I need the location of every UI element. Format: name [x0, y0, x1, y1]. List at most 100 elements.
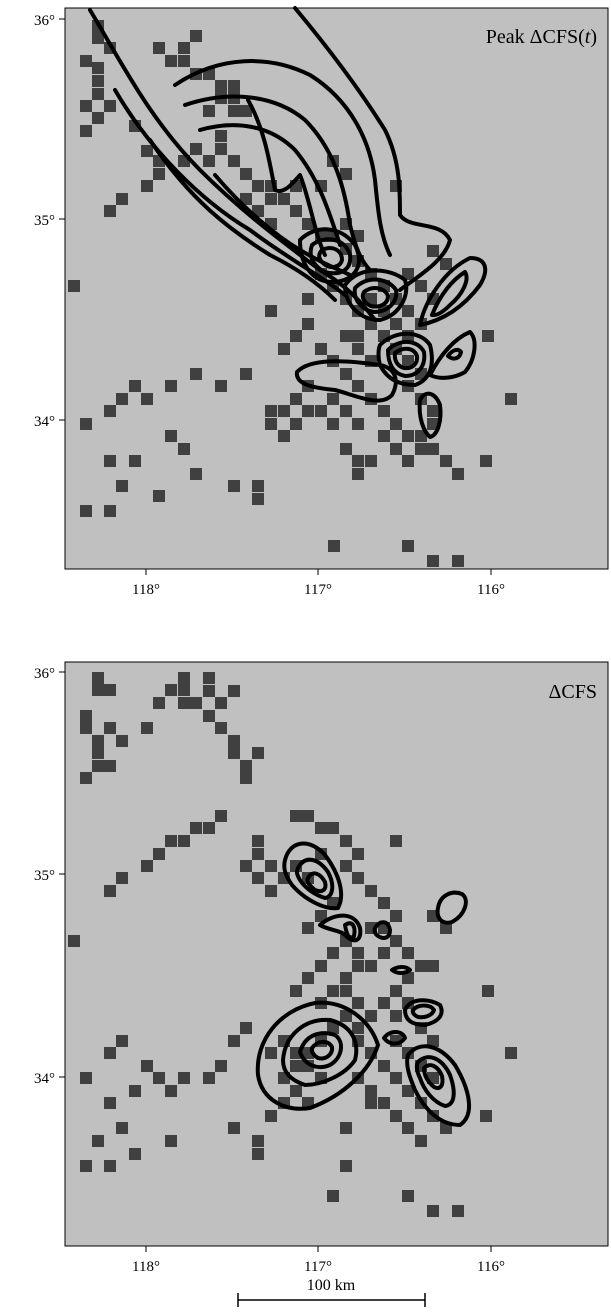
top-seismicity-cell — [265, 305, 277, 317]
bottom-seismicity-cell — [302, 810, 314, 822]
bottom-seismicity-cell — [178, 672, 190, 684]
bottom-seismicity-cell — [116, 1122, 128, 1134]
bottom-seismicity-cell — [340, 1160, 352, 1172]
bottom-seismicity-cell — [327, 985, 339, 997]
scale-bar-label: 100 km — [307, 1277, 356, 1294]
top-seismicity-cell — [129, 380, 141, 392]
bottom-seismicity-cell — [104, 722, 116, 734]
top-seismicity-cell — [328, 540, 340, 552]
top-contour-line — [386, 340, 427, 378]
bottom-seismicity-cell — [240, 760, 252, 772]
top-seismicity-cell — [340, 443, 352, 455]
top-seismicity-cell — [302, 318, 314, 330]
top-seismicity-cell — [178, 42, 190, 54]
bottom-seismicity-cell — [165, 835, 177, 847]
top-x-tick-labels: 118° 117° 116° — [132, 582, 505, 598]
top-seismicity-cell — [340, 368, 352, 380]
top-x-tick-label: 117° — [304, 582, 332, 598]
bottom-seismicity-cell — [252, 747, 264, 759]
top-seismicity-cell — [215, 143, 227, 155]
bottom-seismicity-cells — [68, 672, 517, 1217]
bottom-seismicity-cell — [68, 935, 80, 947]
top-seismicity-cell — [80, 125, 92, 137]
bottom-seismicity-cell — [228, 735, 240, 747]
bottom-contour-line — [414, 1055, 456, 1108]
top-seismicity-cell — [415, 443, 427, 455]
bottom-seismicity-cell — [165, 1085, 177, 1097]
bottom-seismicity-cell — [440, 922, 452, 934]
bottom-x-tick-label: 117° — [304, 1259, 332, 1275]
bottom-seismicity-cell — [427, 1205, 439, 1217]
top-seismicity-cell — [390, 418, 402, 430]
top-seismicity-cell — [415, 430, 427, 442]
bottom-seismicity-cell — [190, 822, 202, 834]
bottom-seismicity-cell — [141, 1060, 153, 1072]
top-seismicity-cell — [228, 480, 240, 492]
top-seismicity-cell — [92, 62, 104, 74]
bottom-contours — [255, 841, 472, 1127]
bottom-seismicity-cell — [178, 684, 190, 696]
bottom-panel: 36° 35° 34° 118° 117° 116° ΔCFS — [34, 661, 609, 1275]
top-seismicity-cell — [129, 455, 141, 467]
bottom-seismicity-cell — [252, 872, 264, 884]
top-seismicity-cell — [165, 430, 177, 442]
top-seismicity-cell — [252, 180, 264, 192]
bottom-seismicity-cell — [153, 1072, 165, 1084]
bottom-seismicity-cell — [390, 910, 402, 922]
bottom-seismicity-cell — [427, 1035, 439, 1047]
top-seismicity-cell — [415, 280, 427, 292]
bottom-seismicity-cell — [505, 1047, 517, 1059]
bottom-seismicity-cell — [390, 1110, 402, 1122]
top-x-tick-label: 116° — [477, 582, 505, 598]
bottom-seismicity-cell — [178, 1072, 190, 1084]
bottom-seismicity-cell — [352, 997, 364, 1009]
top-seismicity-cell — [203, 105, 215, 117]
bottom-seismicity-cell — [378, 947, 390, 959]
top-seismicity-cell — [80, 55, 92, 67]
top-contour-line — [360, 286, 390, 309]
top-seismicity-cell — [290, 205, 302, 217]
top-x-tick-label: 118° — [132, 582, 160, 598]
bottom-seismicity-cell — [415, 960, 427, 972]
bottom-contour-line — [343, 921, 357, 941]
bottom-contour-line — [318, 913, 363, 943]
top-seismicity-cell — [116, 393, 128, 405]
bottom-seismicity-cell — [141, 722, 153, 734]
top-seismicity-cell — [203, 155, 215, 167]
top-seismicity-cell — [104, 455, 116, 467]
bottom-seismicity-cell — [215, 722, 227, 734]
top-contour-line — [113, 88, 347, 297]
top-seismicity-cell — [482, 330, 494, 342]
top-seismicity-cell — [252, 480, 264, 492]
bottom-contour-line — [422, 1063, 445, 1090]
top-seismicity-cell — [440, 258, 452, 270]
top-seismicity-cell — [228, 155, 240, 167]
bottom-seismicity-cell — [228, 1035, 240, 1047]
bottom-seismicity-cell — [104, 1097, 116, 1109]
bottom-seismicity-cell — [390, 835, 402, 847]
bottom-seismicity-cell — [402, 972, 414, 984]
top-seismicity-cell — [240, 193, 252, 205]
bottom-seismicity-cell — [92, 684, 104, 696]
top-seismicity-cell — [104, 205, 116, 217]
bottom-seismicity-cell — [315, 822, 327, 834]
top-seismicity-cell — [141, 180, 153, 192]
bottom-seismicity-cell — [315, 910, 327, 922]
bottom-seismicity-cell — [482, 985, 494, 997]
top-seismicity-cell — [302, 218, 314, 230]
bottom-seismicity-cell — [365, 960, 377, 972]
top-seismicity-cell — [278, 430, 290, 442]
bottom-seismicity-cell — [228, 1122, 240, 1134]
bottom-seismicity-cell — [327, 1190, 339, 1202]
bottom-seismicity-cell — [390, 935, 402, 947]
top-seismicity-cell — [141, 393, 153, 405]
bottom-seismicity-cell — [240, 1022, 252, 1034]
bottom-contour-line — [305, 871, 328, 894]
top-tick-marks — [59, 18, 492, 575]
bottom-seismicity-cell — [116, 872, 128, 884]
bottom-seismicity-cell — [153, 697, 165, 709]
bottom-seismicity-cell — [340, 1122, 352, 1134]
bottom-seismicity-cell — [390, 985, 402, 997]
bottom-seismicity-cell — [80, 710, 92, 722]
